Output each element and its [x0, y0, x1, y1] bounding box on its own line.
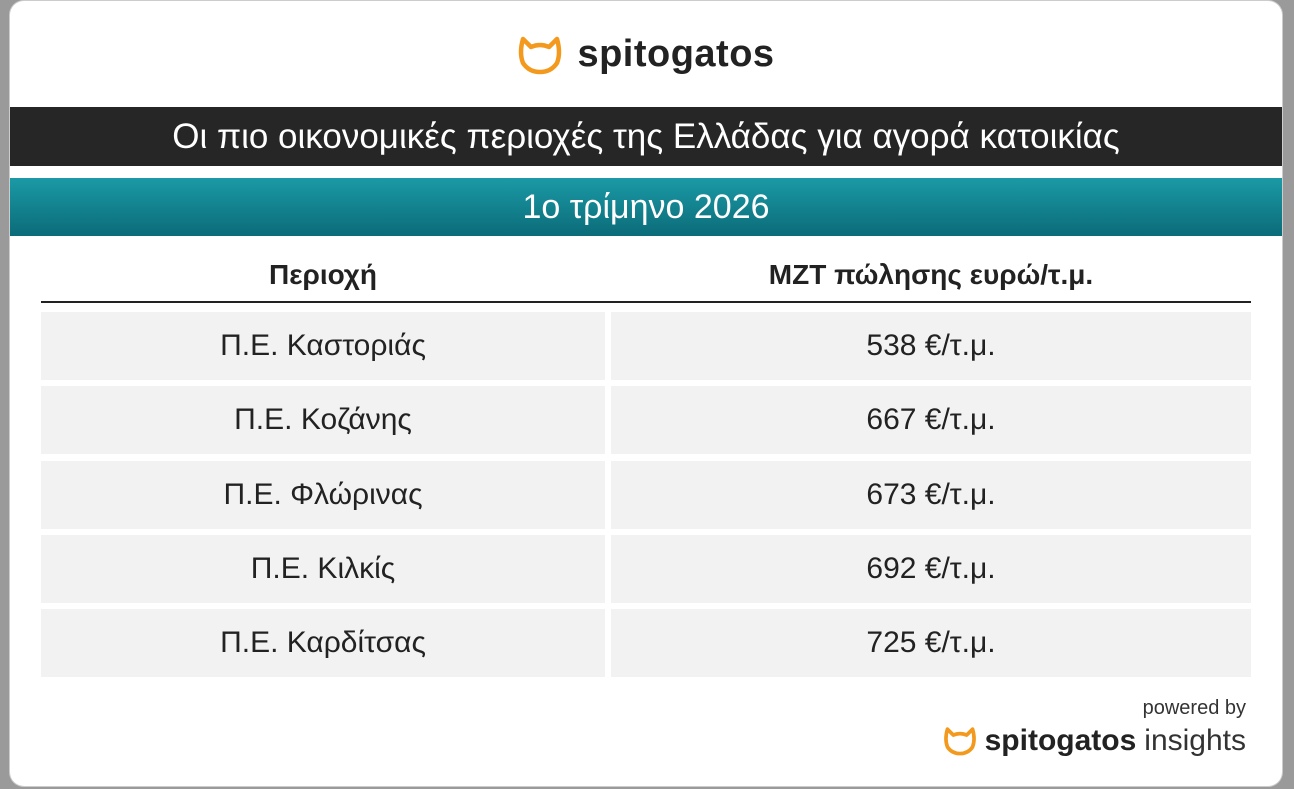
column-header: Περιοχή	[269, 259, 377, 290]
footer-logo: spitogatos insights	[943, 724, 1246, 758]
price-cell: 538 €/τ.μ.	[611, 312, 1251, 380]
brand: spitogatos	[577, 33, 775, 75]
logo: spitogatos	[10, 33, 1282, 76]
region-cell: Π.Ε. Κιλκίς	[41, 535, 605, 603]
region-cell: Π.Ε. Κοζάνης	[41, 386, 605, 454]
table-row: Π.Ε. Φλώρινας 673 €/τ.μ.	[41, 461, 1251, 529]
subtitle: 1ο τρίμηνο 2026	[10, 178, 1282, 236]
table-row: Π.Ε. Κοζάνης 667 €/τ.μ.	[41, 386, 1251, 454]
price-cell: 692 €/τ.μ.	[611, 535, 1251, 603]
region-cell: Π.Ε. Φλώρινας	[41, 461, 605, 529]
table-row: Π.Ε. Καστοριάς 538 €/τ.μ.	[41, 312, 1251, 380]
card: spitogatos Οι πιο οικονομικές περιοχές τ…	[10, 1, 1282, 786]
powered-by: powered by	[1142, 697, 1246, 719]
region-cell: Π.Ε. Καστοριάς	[41, 312, 605, 380]
title: Οι πιο οικονομικές περιοχές της Ελλάδας …	[10, 107, 1282, 166]
price-cell: 725 €/τ.μ.	[611, 609, 1251, 677]
price-cell: 673 €/τ.μ.	[611, 461, 1251, 529]
table-row: Π.Ε. Κιλκίς 692 €/τ.μ.	[41, 535, 1251, 603]
table-header: Περιοχή ΜΖΤ πώλησης ευρώ/τ.μ.	[41, 249, 1251, 303]
column-header: ΜΖΤ πώλησης ευρώ/τ.μ.	[768, 259, 1094, 290]
footer-product: insights	[1144, 724, 1246, 757]
footer: powered by spitogatos insights	[943, 697, 1246, 758]
footer-brand: spitogatos	[984, 724, 1137, 757]
table-row: Π.Ε. Καρδίτσας 725 €/τ.μ.	[41, 609, 1251, 677]
region-cell: Π.Ε. Καρδίτσας	[41, 609, 605, 677]
price-cell: 667 €/τ.μ.	[611, 386, 1251, 454]
cat-icon	[943, 727, 976, 756]
cat-icon	[519, 36, 562, 74]
